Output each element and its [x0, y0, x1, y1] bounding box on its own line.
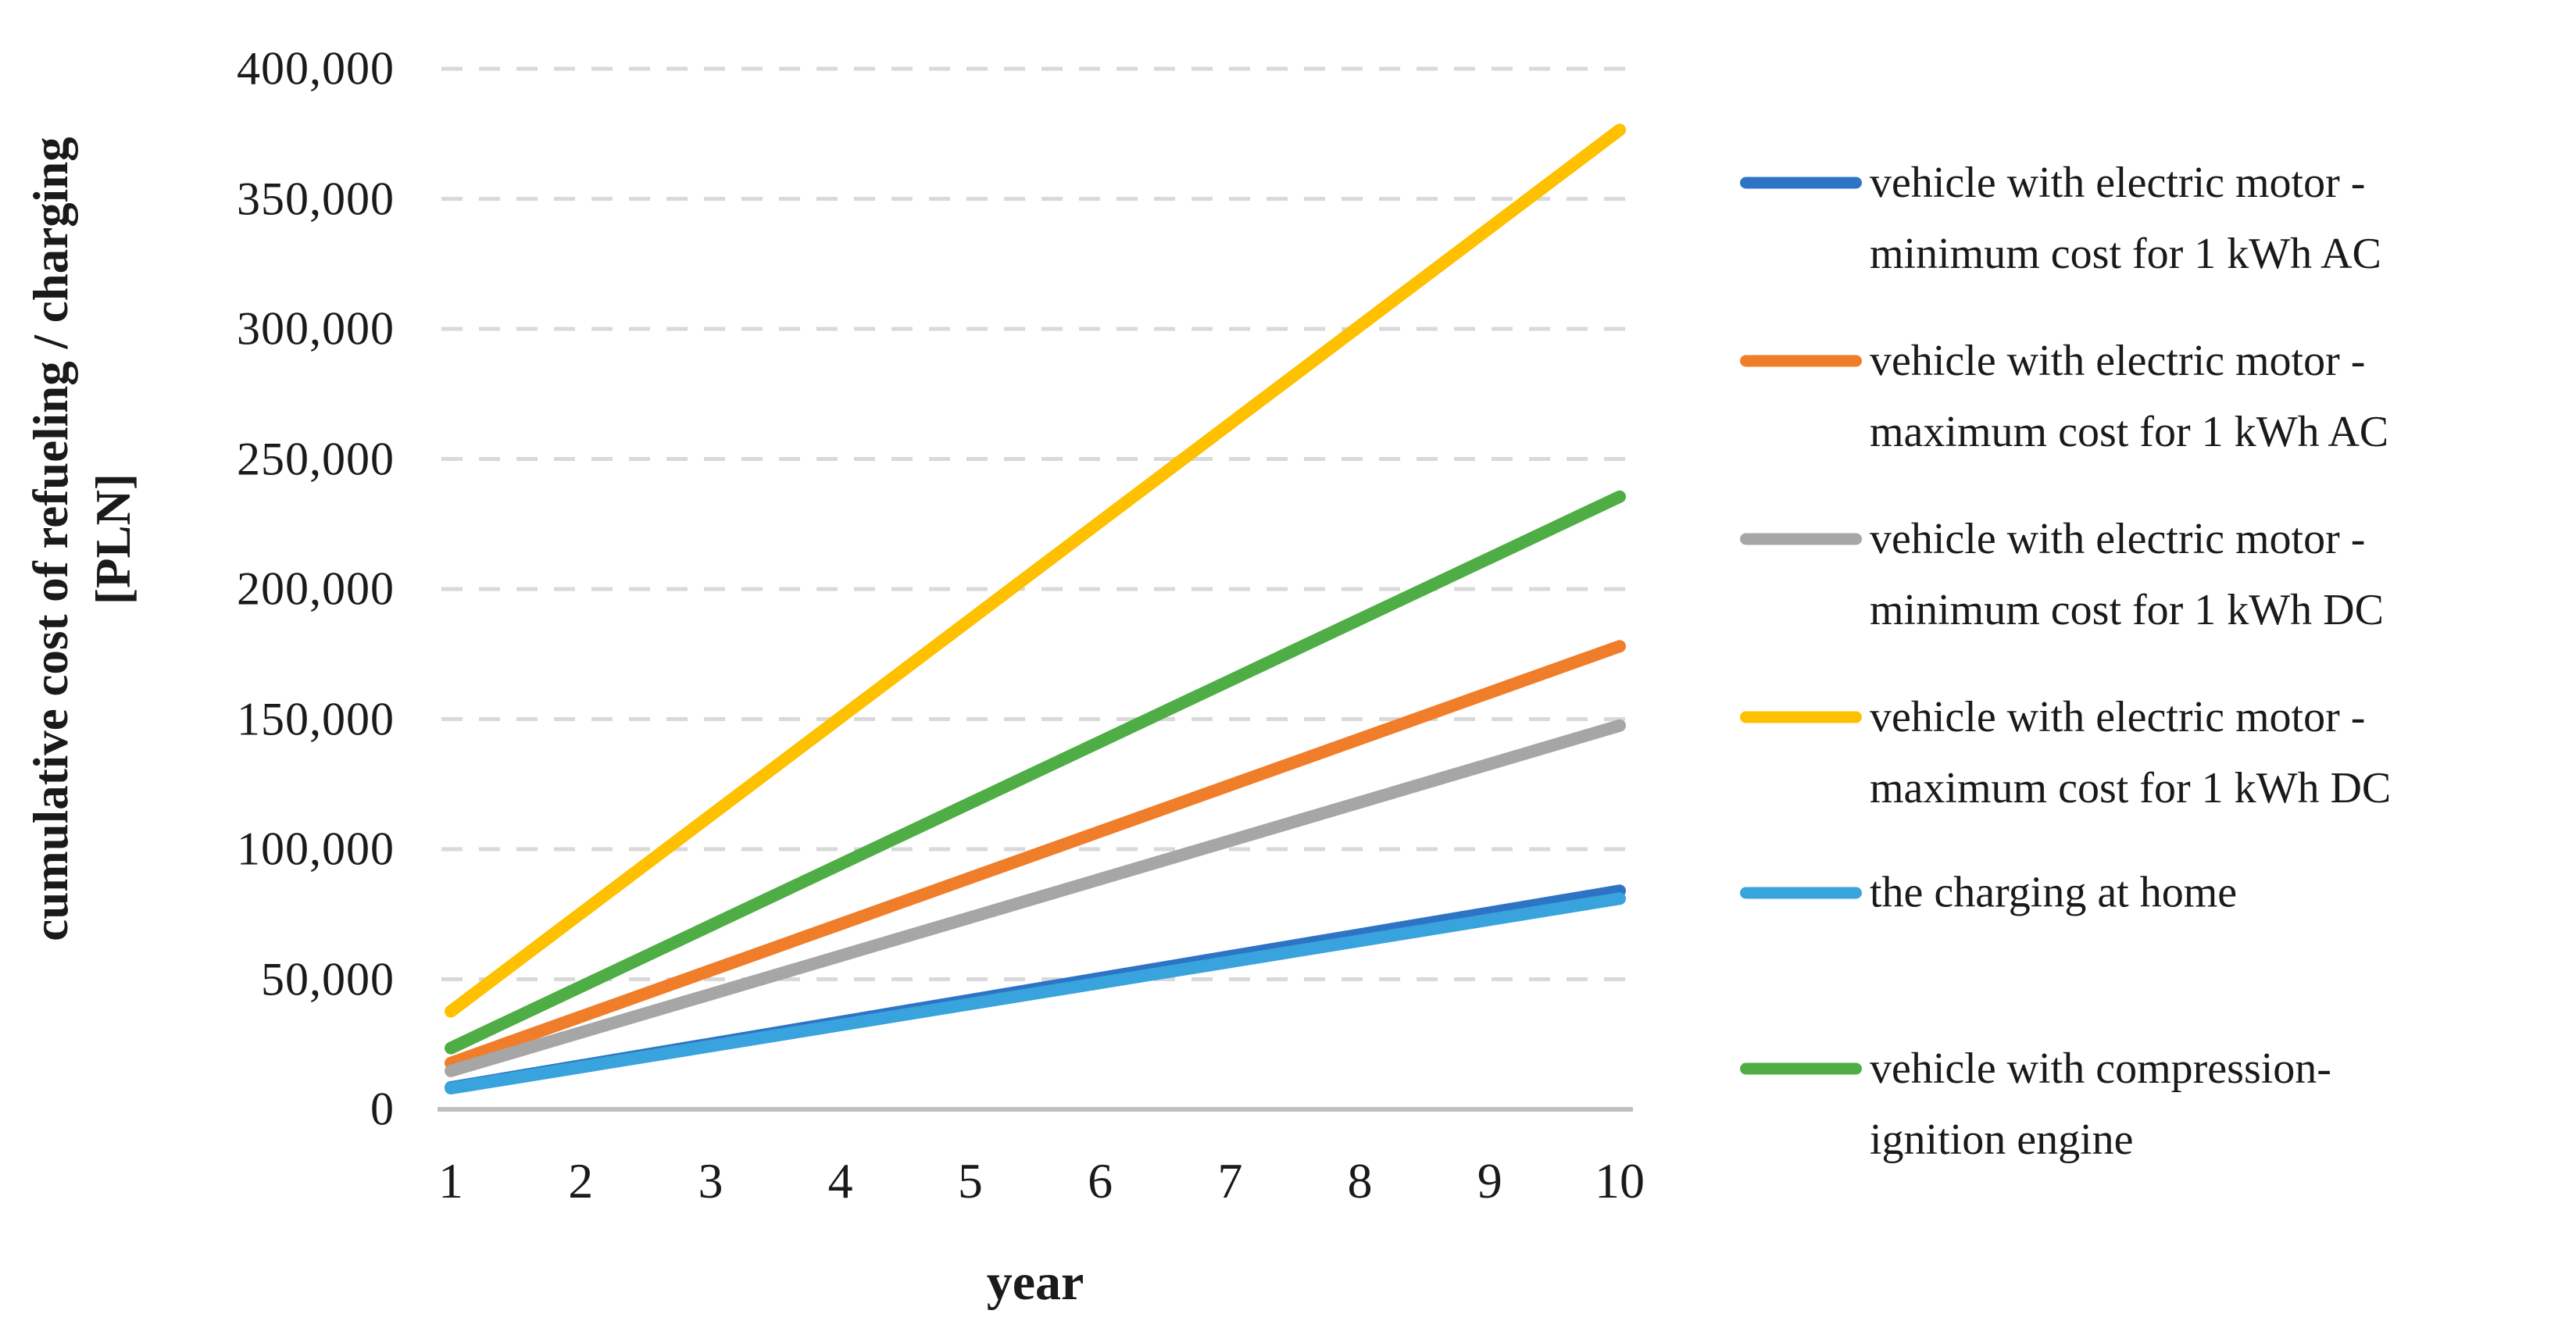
series-line-5: [445, 490, 1626, 1055]
y-tick-label-50,000: 50,000: [261, 953, 395, 1005]
legend-swatch-line-icon: [1740, 355, 1862, 367]
y-tick-label-150,000: 150,000: [237, 693, 395, 744]
legend-label-line: the charging at home: [1870, 868, 2238, 917]
legend-label: vehicle with electric motor - maximum cos…: [1870, 326, 2576, 468]
x-tick-label-1: 1: [438, 1153, 463, 1209]
y-tick-label-400,000: 400,000: [237, 42, 395, 95]
y-tick-label-300,000: 300,000: [237, 302, 395, 355]
x-tick-label-9: 9: [1477, 1153, 1502, 1209]
legend-label-line: ignition engine: [1870, 1115, 2134, 1164]
series-line-4: [445, 892, 1626, 1095]
horizontal-gridlines: [441, 66, 1629, 981]
x-axis-title: year: [986, 1254, 1084, 1311]
legend-swatch-line-icon: [1740, 533, 1862, 545]
legend-swatch-line-icon: [1740, 177, 1862, 189]
x-tick-label-8: 8: [1347, 1153, 1373, 1209]
y-axis-title: cumulative cost of refueling / charging …: [20, 0, 145, 1094]
legend-label-line: minimum cost for 1 kWh DC: [1870, 585, 2384, 634]
y-tick-label-250,000: 250,000: [237, 433, 395, 484]
legend-label-line: minimum cost for 1 kWh AC: [1870, 229, 2381, 278]
x-tick-label-6: 6: [1088, 1153, 1113, 1209]
data-series-lines: [445, 123, 1626, 1095]
legend-label-line: vehicle with electric motor -: [1870, 336, 2366, 385]
x-tick-label-3: 3: [698, 1153, 723, 1209]
legend-label-line: maximum cost for 1 kWh DC: [1870, 763, 2392, 812]
legend-label-line: vehicle with electric motor -: [1870, 514, 2366, 563]
y-tick-label-350,000: 350,000: [237, 173, 395, 224]
legend-label-line: vehicle with electric motor -: [1870, 158, 2366, 207]
legend-label: vehicle with compression-ignition engine: [1870, 1034, 2576, 1176]
series-line-3: [445, 123, 1626, 1018]
legend-swatch-line-icon: [1740, 711, 1862, 723]
series-line-2: [445, 719, 1626, 1077]
legend-label: vehicle with electric motor - maximum cos…: [1870, 682, 2576, 824]
x-tick-label-10: 10: [1595, 1153, 1645, 1209]
legend-label: the charging at home: [1870, 858, 2576, 929]
x-tick-label-4: 4: [827, 1153, 853, 1209]
legend-label-line: vehicle with compression-: [1870, 1044, 2331, 1093]
legend-label: vehicle with electric motor - minimum cos…: [1870, 504, 2576, 646]
y-axis-title-line1: cumulative cost of refueling / charging: [23, 137, 78, 941]
legend-label-line: maximum cost for 1 kWh AC: [1870, 407, 2389, 456]
series-line-1: [445, 640, 1626, 1069]
legend-label-line: vehicle with electric motor -: [1870, 692, 2366, 741]
legend-swatch-line-icon: [1740, 887, 1862, 899]
x-tick-label-5: 5: [957, 1153, 983, 1209]
legend-swatch-line-icon: [1740, 1062, 1862, 1075]
legend-label: vehicle with electric motor - minimum cos…: [1870, 148, 2576, 290]
x-tick-label-2: 2: [568, 1153, 594, 1209]
y-axis-title-line2: [PLN]: [86, 473, 141, 605]
y-tick-label-0: 0: [370, 1083, 395, 1135]
x-tick-label-7: 7: [1217, 1153, 1243, 1209]
y-tick-label-100,000: 100,000: [237, 823, 395, 875]
y-tick-label-200,000: 200,000: [237, 562, 395, 615]
